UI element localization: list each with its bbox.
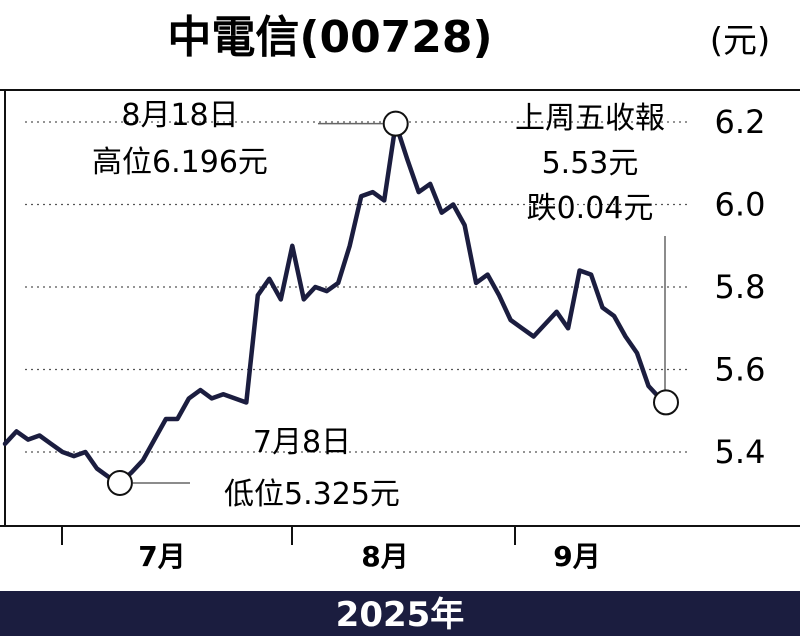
- y-tick-label: 5.6: [715, 351, 766, 389]
- x-tick-label: 9月: [553, 540, 600, 573]
- last-close-label: 上周五收報: [515, 101, 665, 136]
- x-tick-label: 7月: [138, 540, 185, 573]
- low-value-label: 低位5.325元: [224, 477, 400, 512]
- unit-label: (元): [710, 21, 771, 61]
- y-tick-label: 6.0: [715, 186, 766, 224]
- x-axis-ticks: 7月 8月 9月: [61, 526, 601, 573]
- y-tick-label: 6.2: [715, 103, 766, 141]
- last-close-marker: [653, 389, 679, 416]
- low-date-label: 7月8日: [253, 425, 351, 460]
- high-date-label: 8月18日: [121, 98, 238, 133]
- chart-title: 中電信(00728): [167, 12, 492, 63]
- last-close-value: 5.53元: [542, 146, 639, 181]
- y-axis-ticks: 6.2 6.0 5.8 5.6 5.4: [715, 103, 766, 471]
- y-tick-label: 5.8: [715, 268, 766, 306]
- year-label: 2025年: [336, 595, 465, 635]
- x-tick-label: 8月: [361, 540, 408, 573]
- high-marker: [382, 110, 409, 137]
- year-band: [0, 591, 800, 636]
- last-close-change: 跌0.04元: [527, 191, 654, 226]
- low-marker: [106, 469, 133, 496]
- high-value-label: 高位6.196元: [92, 145, 268, 180]
- y-tick-label: 5.4: [715, 433, 766, 471]
